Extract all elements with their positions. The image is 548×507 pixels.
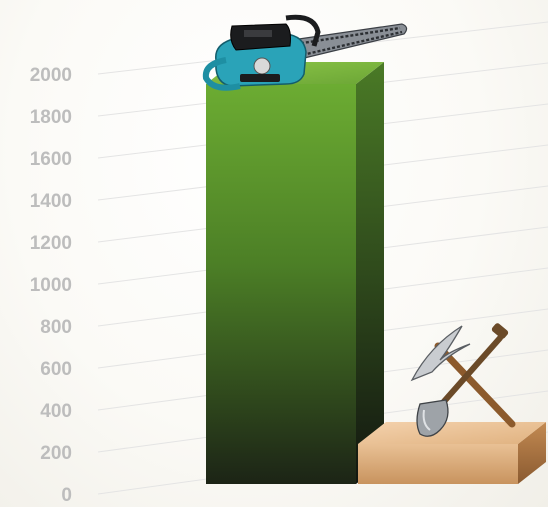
y-axis: 0 200 400 600 800 1000 1200 1400 1600 1800 2000 — [30, 65, 72, 506]
pickaxe-shovel-icon — [410, 323, 516, 437]
bar-2 — [358, 422, 546, 484]
y-tick-label: 400 — [40, 401, 72, 422]
y-tick-label: 1200 — [30, 233, 72, 254]
bars — [206, 62, 546, 484]
y-tick-label: 800 — [40, 317, 72, 338]
y-tick-label: 1800 — [30, 107, 72, 128]
chainsaw-icon — [202, 14, 408, 91]
y-tick-label: 1600 — [30, 149, 72, 170]
y-tick-label: 200 — [40, 443, 72, 464]
y-tick-label: 2000 — [30, 65, 72, 86]
y-tick-label: 0 — [61, 485, 72, 506]
y-tick-label: 1400 — [30, 191, 72, 212]
y-tick-label: 600 — [40, 359, 72, 380]
bar-1 — [206, 62, 384, 484]
y-tick-label: 1000 — [30, 275, 72, 296]
